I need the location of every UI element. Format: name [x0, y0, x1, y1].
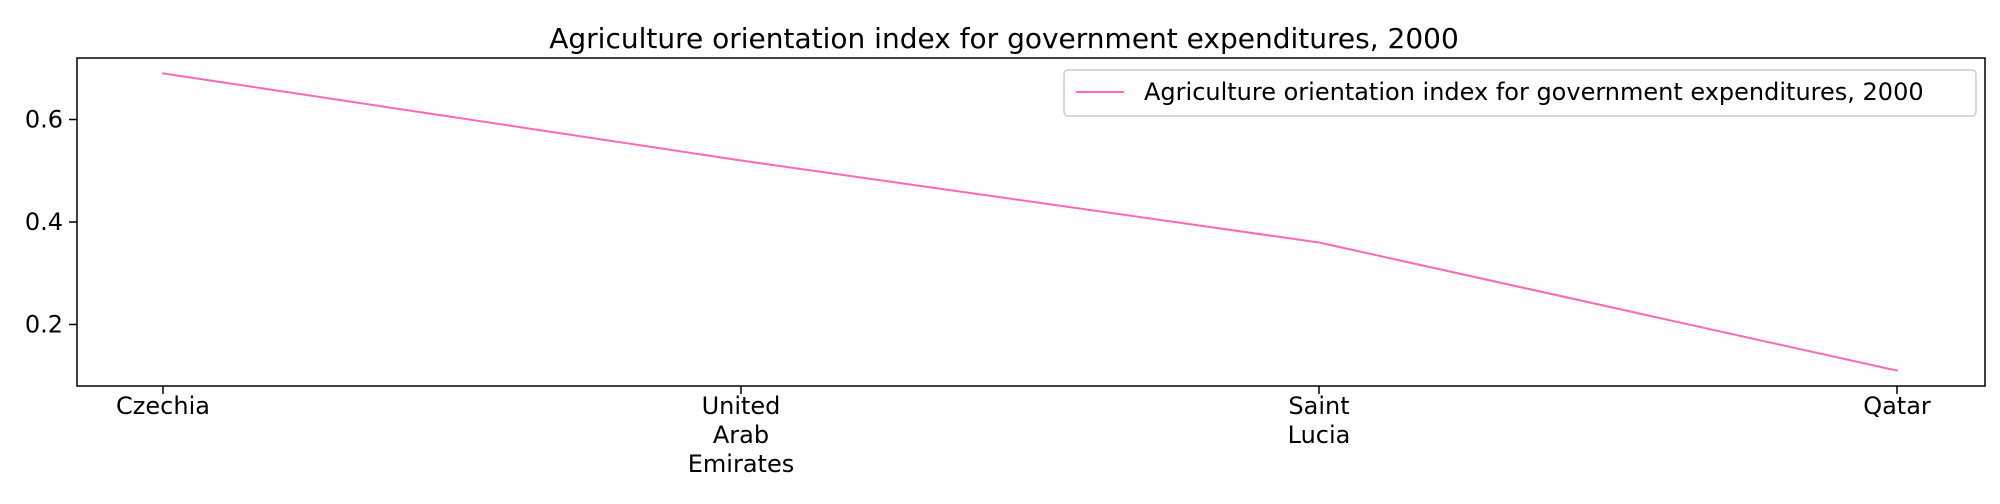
series-line — [162, 72, 1898, 372]
legend-label: Agriculture orientation index for govern… — [1144, 78, 1924, 106]
x-tick-label: Qatar — [1863, 392, 1931, 420]
x-tick-label-line: United — [702, 392, 781, 420]
y-tick-label: 0.6 — [25, 106, 63, 134]
x-tick-label-line: Lucia — [1288, 421, 1351, 449]
y-tick-label: 0.4 — [25, 208, 63, 236]
x-tick-label-line: Emirates — [688, 450, 794, 478]
data-point — [740, 159, 742, 162]
x-tick-label: Czechia — [116, 392, 210, 420]
x-tick-label-line: Czechia — [116, 392, 210, 420]
data-point — [1318, 241, 1320, 244]
x-tick-label: United Arab Emirates — [688, 392, 794, 478]
legend: Agriculture orientation index for govern… — [1063, 69, 1977, 117]
x-tick-label-line: Arab — [713, 421, 769, 449]
x-axis: Czechia United Arab Emirates Saint Lucia Qatar — [116, 386, 1931, 478]
x-tick-label-line: Qatar — [1863, 392, 1931, 420]
data-point — [1896, 369, 1898, 372]
x-tick-label: Saint Lucia — [1288, 392, 1351, 449]
legend-box — [1063, 69, 1977, 117]
data-point — [162, 72, 164, 75]
series-layer — [162, 72, 1898, 372]
chart-title: Agriculture orientation index for govern… — [549, 22, 1459, 55]
y-axis: 0.2 0.4 0.6 — [25, 106, 77, 339]
y-tick-label: 0.2 — [25, 311, 63, 339]
x-tick-label-line: Saint — [1288, 392, 1349, 420]
